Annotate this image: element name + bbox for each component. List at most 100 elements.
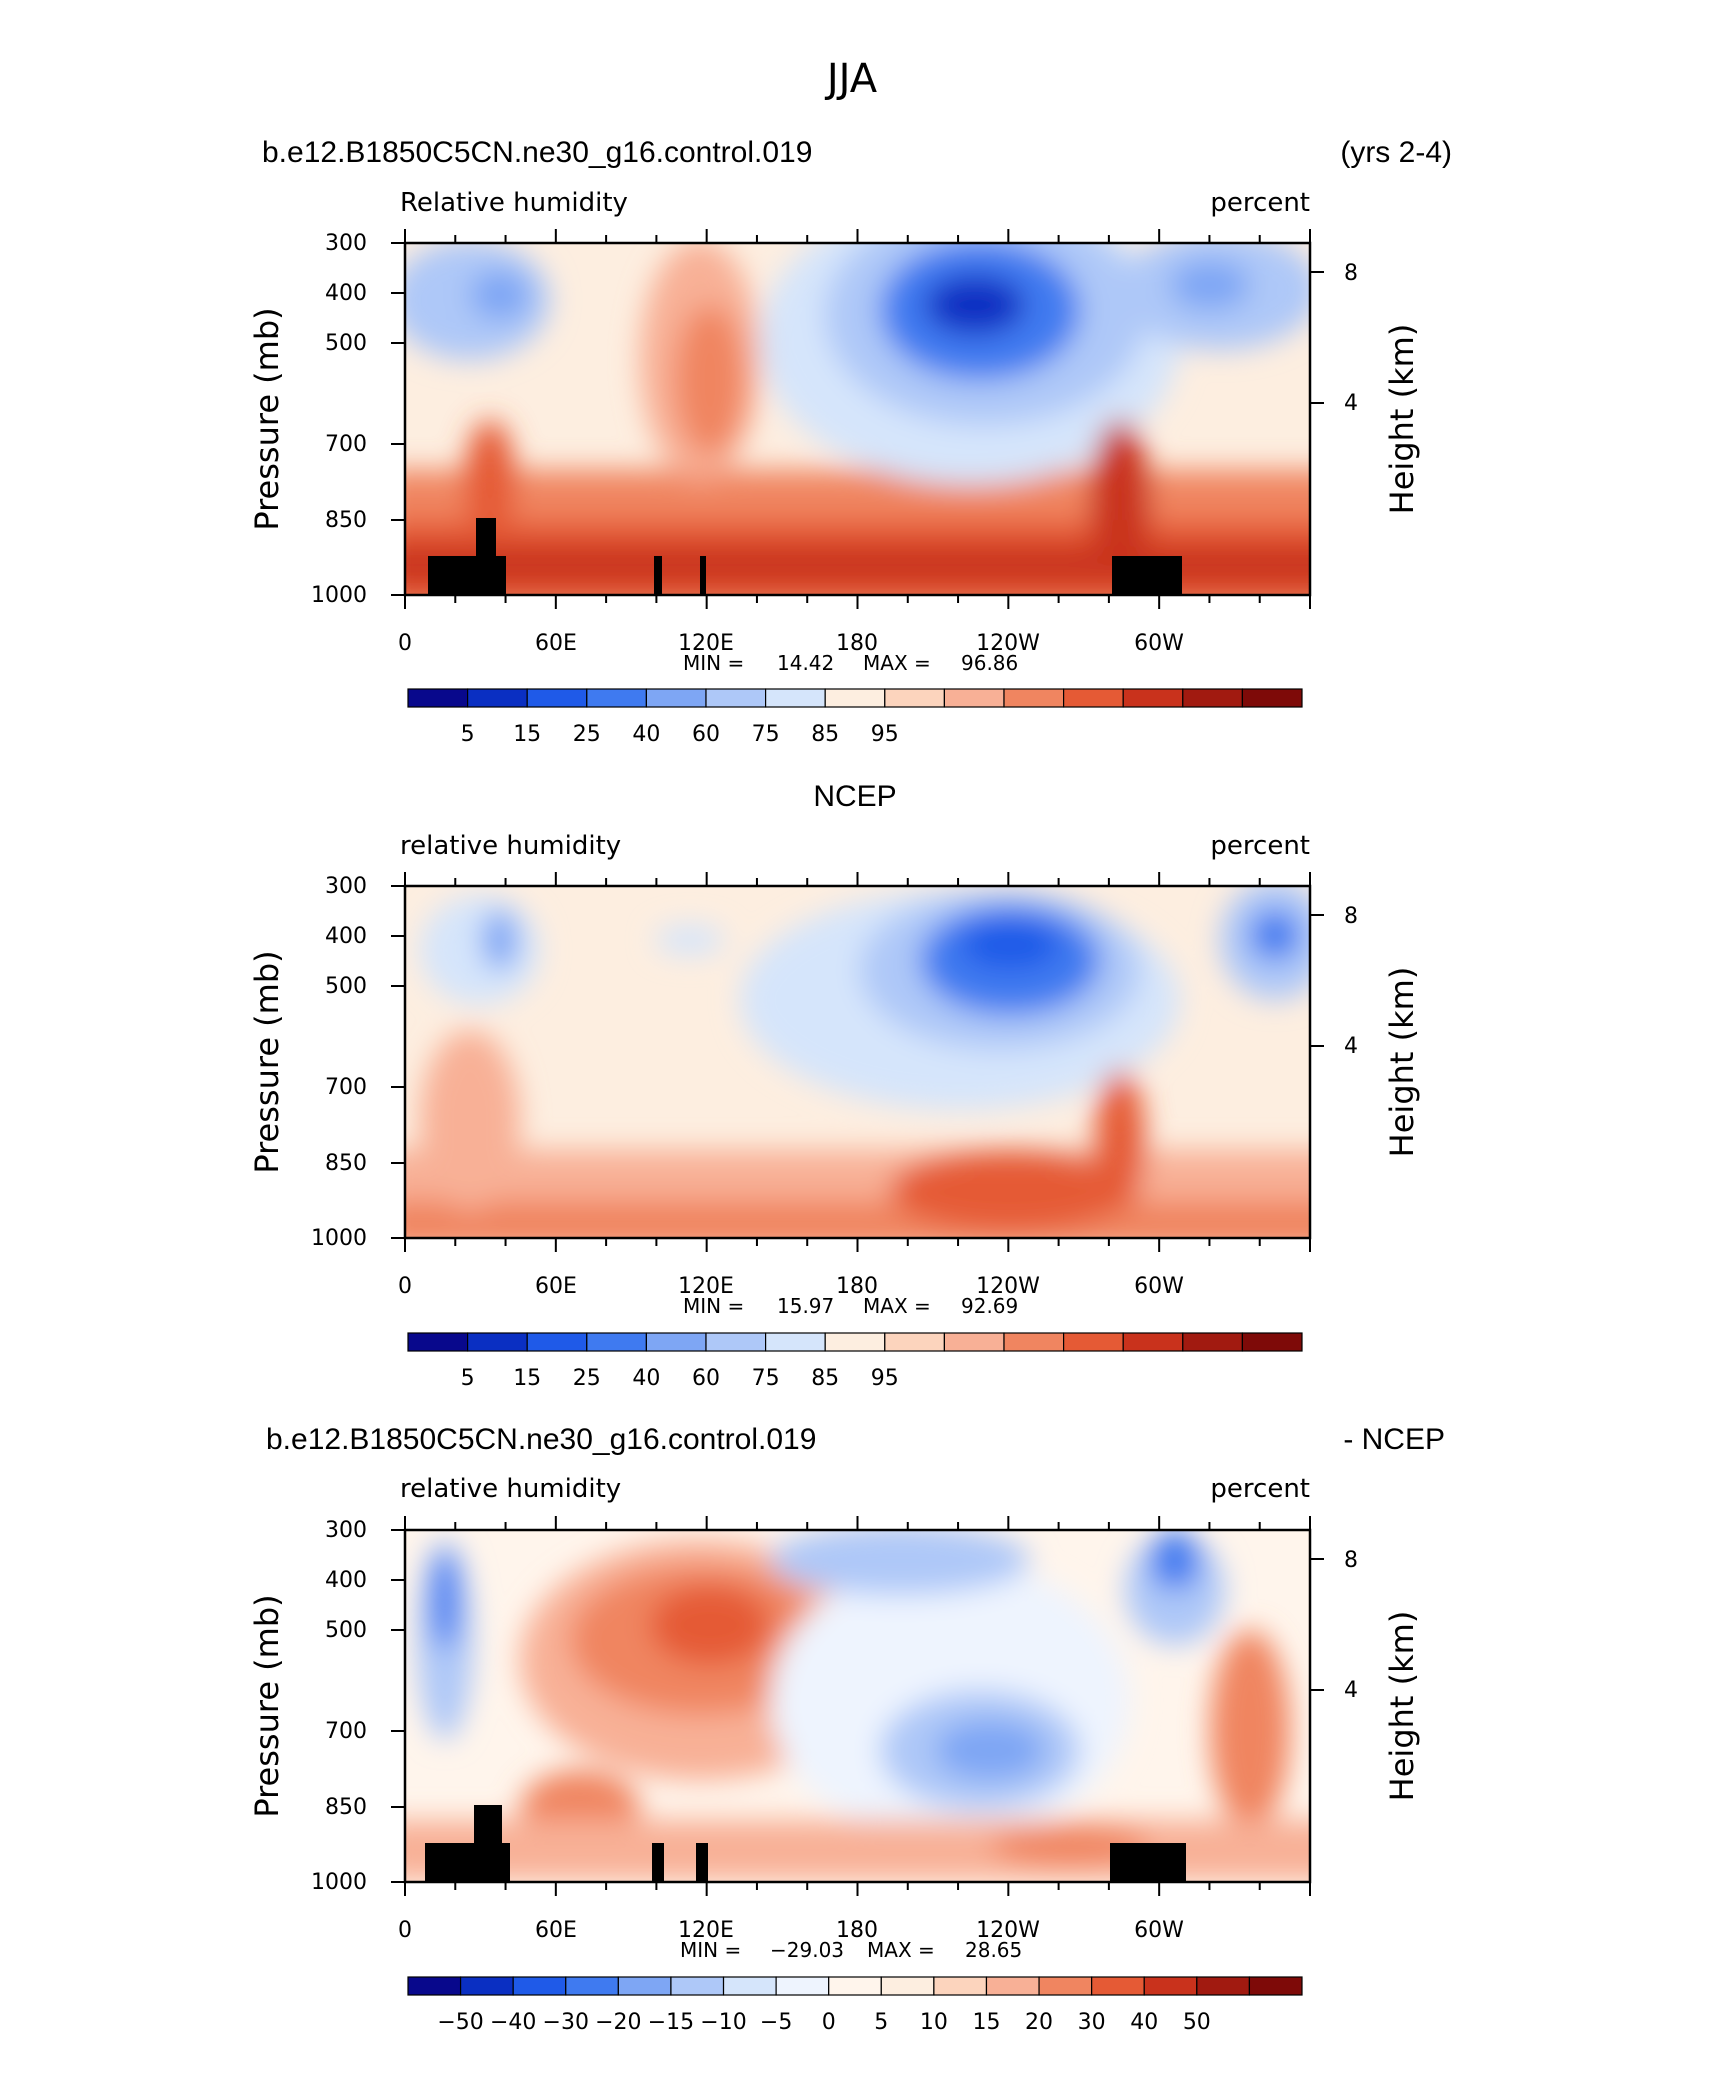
- colorbar-swatch: [884, 688, 945, 708]
- colorbar-swatch: [1196, 1976, 1251, 1996]
- units-label: percent: [1210, 1474, 1310, 1504]
- colorbar-label: 5: [874, 2010, 888, 2035]
- panel-center-title: NCEP: [813, 780, 896, 813]
- colorbar-swatch: [943, 1332, 1005, 1352]
- y-tick-label: 500: [325, 974, 367, 999]
- x-tick-label: 60W: [1134, 631, 1184, 656]
- contour-field: [405, 1530, 1310, 1882]
- units-label: percent: [1210, 188, 1310, 218]
- colorbar-label: 60: [692, 1366, 720, 1391]
- terrain-mask: [428, 518, 1182, 595]
- colorbar-label: 25: [573, 722, 601, 747]
- x-tick-label: 120E: [678, 1918, 734, 1943]
- x-tick-label: 0: [398, 631, 412, 656]
- colorbar-swatch: [1122, 1332, 1184, 1352]
- colorbar-label: 50: [1183, 2010, 1211, 2035]
- colorbar-label: 85: [811, 722, 839, 747]
- y-axis-label: Pressure (mb): [248, 1594, 286, 1817]
- colorbar-label: 40: [632, 1366, 660, 1391]
- x-tick-label: 60E: [535, 631, 577, 656]
- x-tick-label: 0: [398, 1918, 412, 1943]
- panel-model: b.e12.B1850C5CN.ne30_g16.control.019 (yr…: [248, 136, 1452, 747]
- colorbar-label: 10: [920, 2010, 948, 2035]
- y-right-axis-label: Height (km): [1383, 324, 1421, 515]
- min-label: MIN =: [683, 1294, 744, 1318]
- x-tick-label: 180: [836, 631, 878, 656]
- colorbar-label: −30: [543, 2010, 589, 2035]
- colorbar-swatch: [722, 1976, 777, 1996]
- colorbar-label: 5: [461, 722, 475, 747]
- colorbar-swatch: [1122, 688, 1184, 708]
- colorbar-swatch: [407, 1976, 462, 1996]
- max-value: 92.69: [961, 1294, 1018, 1318]
- colorbar-swatch: [764, 688, 826, 708]
- colorbar-swatch: [1003, 688, 1065, 708]
- y-tick-label: 300: [325, 231, 367, 256]
- y-right-axis-label: Height (km): [1383, 1611, 1421, 1802]
- x-tick-label: 120W: [976, 1918, 1040, 1943]
- y-tick-label: 700: [325, 1075, 367, 1100]
- colorbar-swatch: [985, 1976, 1040, 1996]
- y-right-tick-label: 4: [1344, 1678, 1358, 1703]
- colorbar-label: −15: [648, 2010, 694, 2035]
- colorbar-label: 75: [752, 722, 780, 747]
- colorbar-label: 95: [871, 1366, 899, 1391]
- y-right-tick-label: 4: [1344, 1034, 1358, 1059]
- colorbar-swatch: [705, 1332, 767, 1352]
- colorbar-swatch: [565, 1976, 619, 1996]
- min-label: MIN =: [680, 1938, 741, 1962]
- panel-difference: b.e12.B1850C5CN.ne30_g16.control.019 - N…: [248, 1423, 1445, 2035]
- axis-ticks: [391, 872, 1324, 1252]
- colorbar-swatch: [1003, 1332, 1065, 1352]
- y-tick-label: 700: [325, 1719, 367, 1744]
- colorbar-swatch: [407, 688, 469, 708]
- colorbar-swatch: [586, 1332, 647, 1352]
- colorbar-label: −50: [437, 2010, 483, 2035]
- axis-ticks: [391, 1516, 1324, 1896]
- y-tick-label: 500: [325, 331, 367, 356]
- colorbar-swatch: [1182, 1332, 1244, 1352]
- variable-label: relative humidity: [400, 831, 621, 861]
- axis-ticks: [391, 229, 1324, 609]
- colorbar-swatch: [512, 1976, 567, 1996]
- y-right-axis-label: Height (km): [1383, 967, 1421, 1158]
- colorbar-swatch: [884, 1332, 945, 1352]
- colorbar-swatch: [467, 1332, 528, 1352]
- units-label: percent: [1210, 831, 1310, 861]
- colorbar-swatch: [705, 688, 767, 708]
- x-tick-label: 120W: [976, 1274, 1040, 1299]
- colorbar-label: −5: [760, 2010, 792, 2035]
- colorbar-swatch: [775, 1976, 830, 1996]
- colorbar-label: 40: [1130, 2010, 1158, 2035]
- colorbar-label: 15: [972, 2010, 1000, 2035]
- colorbar: 5 15 25 40 60 75 85 95: [407, 688, 1303, 747]
- max-label: MAX =: [867, 1938, 935, 1962]
- x-tick-label: 60W: [1134, 1274, 1184, 1299]
- colorbar-label: −20: [595, 2010, 641, 2035]
- colorbar-swatch: [1182, 688, 1244, 708]
- colorbar-swatch: [1143, 1976, 1198, 1996]
- colorbar-swatch: [943, 688, 1005, 708]
- colorbar-swatch: [1062, 688, 1124, 708]
- colorbar-swatch: [645, 1332, 707, 1352]
- colorbar-swatch: [1248, 1976, 1303, 1996]
- colorbar-swatch: [586, 688, 647, 708]
- max-value: 28.65: [965, 1938, 1022, 1962]
- colorbar-swatch: [526, 1332, 588, 1352]
- x-tick-label: 60E: [535, 1918, 577, 1943]
- panel-left-title: b.e12.B1850C5CN.ne30_g16.control.019: [262, 136, 812, 169]
- colorbar-swatch: [617, 1976, 672, 1996]
- max-label: MAX =: [863, 651, 931, 675]
- y-right-tick-label: 8: [1344, 1548, 1358, 1573]
- y-tick-label: 400: [325, 1568, 367, 1593]
- colorbar-swatch: [1091, 1976, 1145, 1996]
- colorbar-swatch: [670, 1976, 725, 1996]
- panel-right-title: - NCEP: [1343, 1423, 1445, 1456]
- colorbar-swatch: [764, 1332, 826, 1352]
- x-tick-label: 60W: [1134, 1918, 1184, 1943]
- terrain-mask: [425, 1805, 1186, 1882]
- variable-label: relative humidity: [400, 1474, 621, 1504]
- y-tick-label: 1000: [311, 583, 367, 608]
- colorbar-swatch: [933, 1976, 988, 1996]
- colorbar-swatch: [1038, 1976, 1093, 1996]
